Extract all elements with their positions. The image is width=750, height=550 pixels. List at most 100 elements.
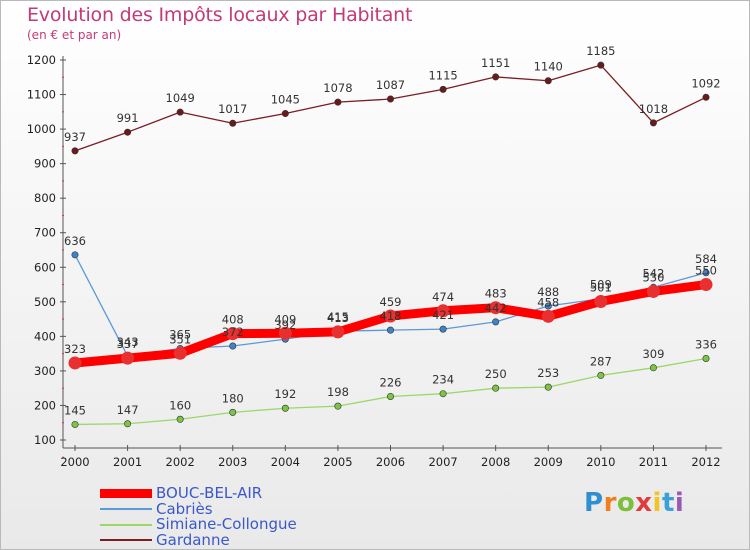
data-label: 509	[590, 278, 612, 292]
data-point	[649, 119, 657, 127]
data-label: 542	[642, 266, 664, 280]
legend-item: BOUC-BEL-AIR	[100, 485, 297, 502]
data-point	[386, 95, 394, 103]
data-point	[492, 73, 500, 81]
x-tick-label: 2004	[271, 455, 300, 469]
data-label: 226	[380, 375, 402, 389]
y-tick-label: 400	[34, 329, 56, 343]
data-label: 392	[274, 318, 296, 332]
data-label: 937	[64, 130, 86, 144]
data-point	[489, 301, 503, 315]
chart-legend: BOUC-BEL-AIR Cabriès Simiane-Collongue Gard…	[100, 485, 297, 549]
data-label: 337	[117, 337, 139, 351]
logo-letter: i	[652, 488, 662, 518]
data-label: 145	[64, 403, 86, 417]
data-label: 1049	[166, 91, 195, 105]
x-tick-label: 2009	[534, 455, 563, 469]
data-label: 309	[642, 347, 664, 361]
y-tick-label: 1100	[27, 88, 56, 102]
data-point	[334, 98, 342, 106]
x-tick-label: 2008	[481, 455, 510, 469]
data-label: 1018	[639, 102, 668, 116]
data-label: 1045	[271, 93, 300, 107]
data-label: 421	[432, 308, 454, 322]
chart-subtitle: (en € et par an)	[27, 28, 122, 42]
data-label: 1017	[218, 102, 247, 116]
logo-letter: x	[635, 488, 653, 518]
legend-swatch	[100, 508, 152, 511]
y-tick-label: 600	[34, 260, 56, 274]
data-point	[71, 420, 79, 428]
logo-letter: i	[674, 488, 685, 518]
x-tick-label: 2006	[376, 455, 405, 469]
y-tick-label: 200	[34, 398, 56, 412]
data-point	[229, 342, 237, 350]
data-point	[702, 354, 710, 362]
data-label: 474	[432, 290, 454, 304]
y-tick-label: 100	[34, 433, 56, 447]
data-point	[176, 108, 184, 116]
data-label: 365	[169, 327, 191, 341]
data-label: 198	[327, 385, 349, 399]
data-point	[71, 251, 79, 259]
data-label: 1151	[481, 56, 510, 70]
data-point	[597, 61, 605, 69]
legend-swatch	[100, 539, 152, 542]
data-label: 287	[590, 354, 612, 368]
logo-letter: P	[584, 488, 604, 518]
logo-letter: r	[603, 488, 617, 518]
data-label: 253	[537, 366, 559, 380]
data-label: 336	[695, 337, 717, 351]
data-label: 458	[537, 295, 559, 309]
x-tick-label: 2003	[218, 455, 247, 469]
data-point	[68, 356, 82, 370]
data-label: 180	[222, 391, 244, 405]
data-point	[646, 284, 660, 298]
legend-item: Simiane-Collongue	[100, 515, 297, 533]
y-tick-label: 300	[34, 364, 56, 378]
data-point	[699, 278, 713, 292]
legend-label: Cabriès	[156, 499, 213, 518]
data-label: 418	[380, 309, 402, 323]
data-point	[492, 384, 500, 392]
series-bouc-bel-air	[68, 278, 713, 370]
data-label: 991	[117, 111, 139, 125]
data-label: 636	[64, 234, 86, 248]
logo-letter: o	[616, 488, 636, 518]
data-point	[334, 402, 342, 410]
data-label: 409	[274, 312, 296, 326]
y-tick-label: 500	[34, 295, 56, 309]
data-label: 530	[642, 270, 664, 284]
data-point	[439, 85, 447, 93]
data-point	[541, 309, 555, 323]
data-point	[173, 346, 187, 360]
data-point	[439, 390, 447, 398]
data-label: 323	[64, 342, 86, 356]
data-label: 442	[485, 301, 507, 315]
data-label: 483	[485, 287, 507, 301]
y-tick-label: 1200	[27, 53, 56, 67]
x-tick-label: 2012	[691, 455, 720, 469]
data-point	[386, 392, 394, 400]
data-label: 408	[222, 313, 244, 327]
data-label: 1092	[691, 76, 720, 90]
x-tick-label: 2000	[60, 455, 89, 469]
data-label: 192	[274, 387, 296, 401]
data-point	[649, 364, 657, 372]
legend-label: Gardanne	[156, 530, 230, 549]
data-label: 415	[327, 310, 349, 324]
data-point	[331, 325, 345, 339]
y-tick-label: 800	[34, 191, 56, 205]
data-label: 234	[432, 373, 454, 387]
x-tick-label: 2001	[113, 455, 142, 469]
legend-swatch	[100, 523, 152, 526]
data-point	[597, 371, 605, 379]
legend-label: Simiane-Collongue	[156, 515, 297, 533]
data-point	[386, 326, 394, 334]
data-point	[439, 325, 447, 333]
data-point	[124, 420, 132, 428]
data-point	[544, 77, 552, 85]
data-point	[544, 383, 552, 391]
legend-item: Cabriès	[100, 499, 297, 518]
